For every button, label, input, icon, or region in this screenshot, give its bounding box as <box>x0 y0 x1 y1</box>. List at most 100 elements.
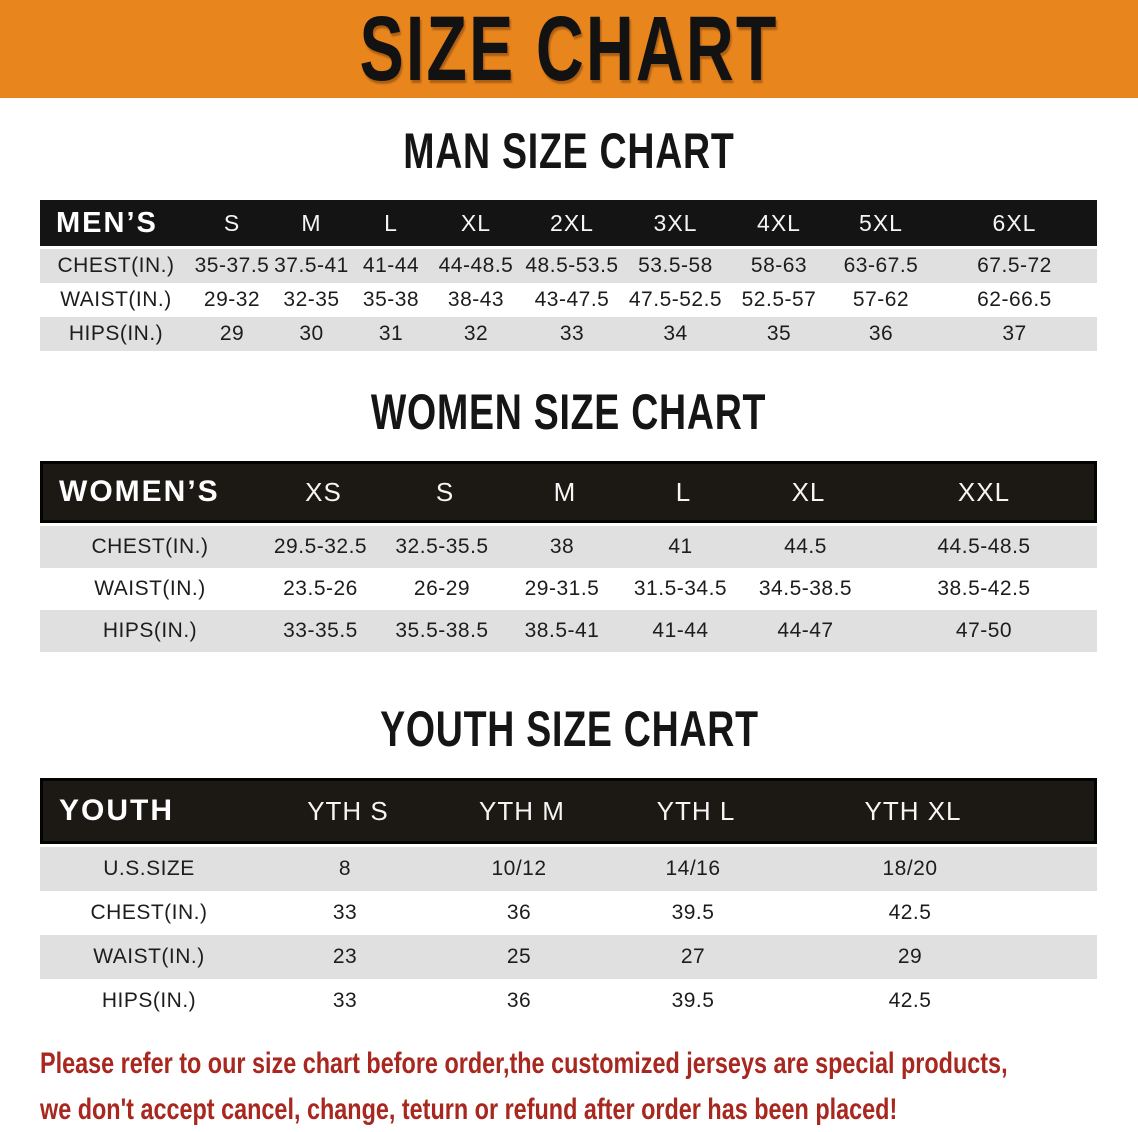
table-cell: 36 <box>868 322 894 345</box>
table-row: CHEST(IN.) 33 36 39.5 42.5 <box>40 891 1097 935</box>
column-header: L <box>384 209 398 236</box>
table-cell: 42.5 <box>888 901 932 924</box>
table-cell: 36 <box>506 901 532 924</box>
table-row: HIPS(IN.) 33 36 39.5 42.5 <box>40 979 1097 1023</box>
disclaimer-text-2: we don't accept cancel, change, teturn o… <box>40 1093 898 1126</box>
row-label: CHEST(IN.) <box>90 901 208 924</box>
table-cell: 33-35.5 <box>283 619 358 642</box>
disclaimer: Please refer to our size chart before or… <box>40 1041 1138 1132</box>
men-section-title: MAN SIZE CHART <box>403 123 735 179</box>
table-cell: 44-48.5 <box>438 254 514 277</box>
table-row: WAIST(IN.) 29-32 32-35 35-38 38-43 43-47.5 47.… <box>40 283 1097 317</box>
column-header: 4XL <box>757 209 801 236</box>
table-cell: 29-32 <box>203 288 261 311</box>
column-header: YTH S <box>307 795 389 826</box>
table-row: CHEST(IN.) 29.5-32.5 32.5-35.5 38 41 44.5 44.5… <box>40 526 1097 568</box>
table-cell: 47-50 <box>955 619 1013 642</box>
table-row: WAIST(IN.) 23.5-26 26-29 29-31.5 31.5-34.5 34… <box>40 568 1097 610</box>
table-cell: 38 <box>549 535 575 558</box>
table-cell: 23 <box>332 945 358 968</box>
row-label: WAIST(IN.) <box>93 945 205 968</box>
table-cell: 44.5 <box>784 535 827 558</box>
table-cell: 33 <box>332 901 358 924</box>
row-label: HIPS(IN.) <box>68 322 164 345</box>
table-cell: 37.5-41 <box>274 254 349 277</box>
table-cell: 37 <box>1002 322 1027 345</box>
table-cell: 47.5-52.5 <box>628 288 723 311</box>
table-cell: 42.5 <box>888 989 932 1012</box>
table-header-label: MEN’S <box>56 206 158 239</box>
table-cell: 41-44 <box>362 254 420 277</box>
table-cell: 41 <box>668 535 693 558</box>
women-section: WOMEN SIZE CHART <box>0 387 1138 437</box>
table-cell: 35-38 <box>362 288 420 311</box>
table-cell: 31 <box>378 322 404 345</box>
table-row: U.S.SIZE 8 10/12 14/16 18/20 <box>40 847 1097 891</box>
table-row: WAIST(IN.) 23 25 27 29 <box>40 935 1097 979</box>
column-header: XXL <box>957 476 1011 507</box>
row-label: WAIST(IN.) <box>94 577 206 600</box>
table-cell: 35-37.5 <box>194 254 270 277</box>
row-label: CHEST(IN.) <box>57 254 175 277</box>
youth-section: YOUTH SIZE CHART <box>0 704 1138 754</box>
table-row: HIPS(IN.) 29 30 31 32 33 34 35 36 37 <box>40 317 1097 351</box>
column-header: 6XL <box>992 209 1037 236</box>
men-section: MAN SIZE CHART <box>0 126 1138 176</box>
table-cell: 33 <box>332 989 358 1012</box>
table-cell: 18/20 <box>882 857 938 880</box>
table-header-row: WOMEN’S XS S M L XL XXL <box>40 461 1097 523</box>
table-cell: 32-35 <box>283 288 340 311</box>
table-row: CHEST(IN.) 35-37.5 37.5-41 41-44 44-48.5 48.5… <box>40 249 1097 283</box>
column-header: S <box>223 209 241 236</box>
table-cell: 29-31.5 <box>524 577 600 600</box>
table-cell: 36 <box>506 989 532 1012</box>
table-cell: 39.5 <box>671 989 715 1012</box>
row-label: HIPS(IN.) <box>101 989 197 1012</box>
table-cell: 34 <box>663 322 688 345</box>
table-cell: 29 <box>897 945 923 968</box>
table-cell: 31.5-34.5 <box>633 577 728 600</box>
table-cell: 8 <box>338 857 352 880</box>
table-cell: 14/16 <box>665 857 721 880</box>
table-cell: 39.5 <box>671 901 715 924</box>
row-label: CHEST(IN.) <box>91 535 209 558</box>
women-section-title: WOMEN SIZE CHART <box>371 384 767 440</box>
row-label: HIPS(IN.) <box>102 619 198 642</box>
table-cell: 48.5-53.5 <box>525 254 619 277</box>
table-cell: 63-67.5 <box>843 254 919 277</box>
table-cell: 29.5-32.5 <box>273 535 368 558</box>
column-header: XL <box>460 209 492 236</box>
column-header: XS <box>305 476 342 507</box>
column-header: 5XL <box>859 209 903 236</box>
banner-title: SIZE CHART <box>359 0 779 100</box>
men-size-table: MEN’S S M L XL 2XL 3XL 4XL 5XL 6XL CHEST(IN.) 35-37… <box>40 200 1097 351</box>
column-header: 3XL <box>653 209 698 236</box>
youth-section-title: YOUTH SIZE CHART <box>379 701 759 757</box>
table-cell: 38-43 <box>447 288 505 311</box>
row-label: WAIST(IN.) <box>60 288 172 311</box>
women-size-table: WOMEN’S XS S M L XL XXL CHEST(IN.) 29.5-32.5 32.5… <box>40 461 1097 652</box>
table-cell: 33 <box>559 322 585 345</box>
table-cell: 32 <box>463 322 489 345</box>
table-cell: 44.5-48.5 <box>937 535 1031 558</box>
table-cell: 67.5-72 <box>977 254 1052 277</box>
table-cell: 29 <box>219 322 245 345</box>
table-cell: 52.5-57 <box>741 288 817 311</box>
column-header: M <box>553 476 577 507</box>
disclaimer-line-2: we don't accept cancel, change, teturn o… <box>40 1087 1138 1132</box>
column-header: L <box>675 476 692 507</box>
table-header-row: MEN’S S M L XL 2XL 3XL 4XL 5XL 6XL <box>40 200 1097 246</box>
table-cell: 44-47 <box>777 619 834 642</box>
banner: SIZE CHART <box>0 0 1138 98</box>
table-cell: 35.5-38.5 <box>395 619 489 642</box>
disclaimer-line-1: Please refer to our size chart before or… <box>40 1041 1138 1087</box>
table-header-label: WOMEN’S <box>59 475 220 508</box>
table-cell: 35 <box>766 322 792 345</box>
table-cell: 10/12 <box>491 857 547 880</box>
table-cell: 43-47.5 <box>534 288 610 311</box>
table-cell: 25 <box>506 945 532 968</box>
table-row: HIPS(IN.) 33-35.5 35.5-38.5 38.5-41 41-44 44-… <box>40 610 1097 652</box>
column-header: YTH L <box>656 795 736 826</box>
table-cell: 27 <box>680 945 706 968</box>
table-header-label: YOUTH <box>59 794 174 827</box>
